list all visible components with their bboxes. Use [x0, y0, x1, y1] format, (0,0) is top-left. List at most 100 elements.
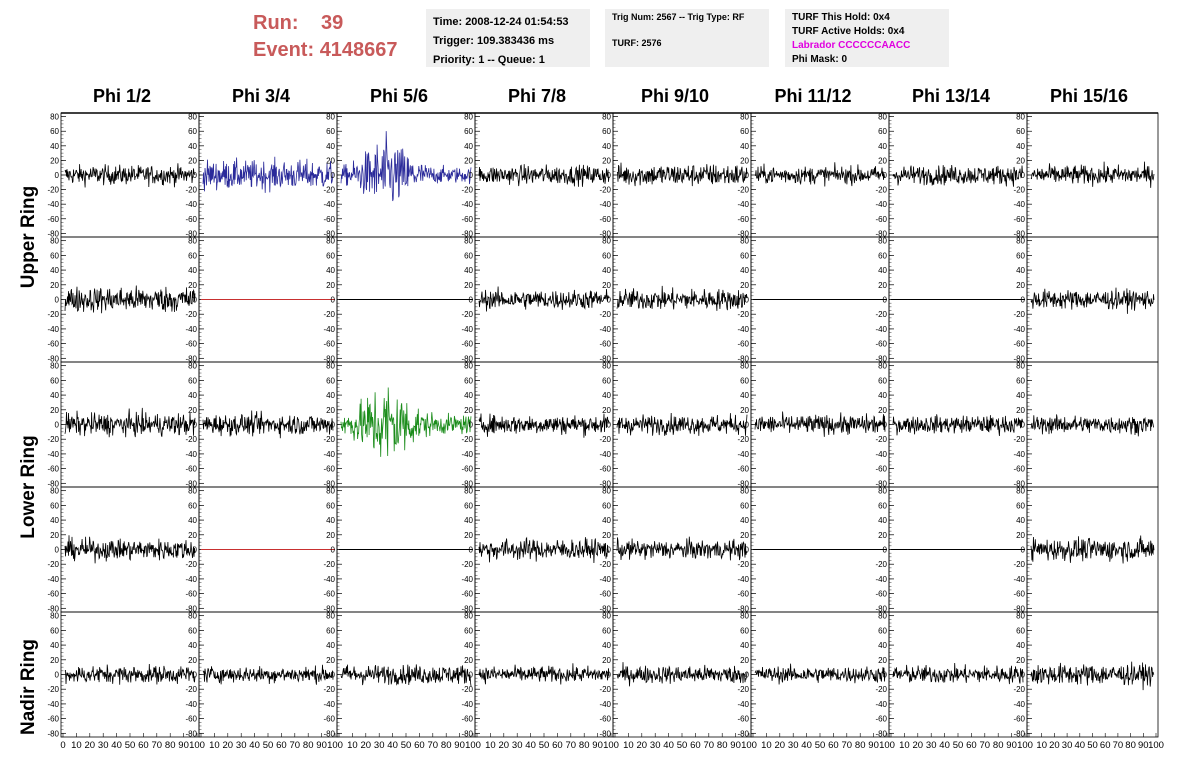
panel-r2-c7-ytick-label: 80 — [1016, 362, 1025, 371]
panel-r4-c0-ytick-label: 40 — [50, 641, 59, 650]
panel-r2-c2-ytick-label: -60 — [323, 465, 335, 474]
panel-r3-c1-ytick-label: -20 — [185, 560, 197, 569]
x-tick-label: 80 — [303, 740, 314, 751]
x-tick-label: 10 — [899, 740, 910, 751]
panel-r3-c5-ytick-label: -80 — [737, 604, 749, 613]
x-tick-label: 100 — [189, 740, 205, 751]
panel-r4-c6-trace — [892, 662, 1024, 685]
panel-r1-c5-ytick-label: -40 — [737, 325, 749, 334]
x-tick-label: 40 — [1075, 740, 1086, 751]
panel-r1-c6-ytick-label: 60 — [878, 251, 887, 260]
panel-r3-c4-ytick-label: 20 — [602, 531, 611, 540]
panel-r0-c6-ytick-label: -80 — [875, 229, 887, 238]
panel-r1-c5-ytick-label: 60 — [740, 251, 749, 260]
panel-r1-c0-ytick-label: 20 — [50, 281, 59, 290]
panel-r2-c7-ytick-label: -20 — [1013, 435, 1025, 444]
panel-r1-c4-ytick-label: 20 — [602, 281, 611, 290]
panel-r3-c3-ytick-label: 40 — [464, 516, 473, 525]
panel-r1-c2-ytick-label: -80 — [323, 354, 335, 363]
panel-r4-c1-ytick-label: -60 — [185, 715, 197, 724]
panel-r3-c6-ytick-label: 60 — [878, 501, 887, 510]
panel-r4-c4-ytick-label: 40 — [602, 641, 611, 650]
panel-r0-c3-ytick-label: 80 — [464, 113, 473, 122]
panel-r3-c6-ytick-label: 0 — [883, 546, 888, 555]
x-tick-label: 60 — [552, 740, 563, 751]
panel-r0-c1-trace — [202, 156, 334, 193]
panel-r4-c1-ytick-label: -20 — [185, 685, 197, 694]
panel-r1-c2-ytick-label: -20 — [323, 310, 335, 319]
panel-r3-c5-ytick-label: 60 — [740, 501, 749, 510]
panel-r1-c5-ytick-label: -80 — [737, 354, 749, 363]
x-tick-label: 100 — [603, 740, 619, 751]
x-tick-label: 20 — [1049, 740, 1060, 751]
x-tick-label: 70 — [842, 740, 853, 751]
panel-r4-c6-ytick-label: -80 — [875, 729, 887, 738]
panel-r3-c5-ytick-label: -20 — [737, 560, 749, 569]
panel-r4-c5-ytick-label: 80 — [740, 612, 749, 621]
panel-r3-c0-ytick-label: 80 — [50, 487, 59, 496]
panel-r0-c3-trace — [478, 164, 610, 187]
panel-r2-c5-ytick-label: 60 — [740, 376, 749, 385]
panel-r4-c7-ytick-label: 0 — [1021, 671, 1026, 680]
panel-r4-c4-ytick-label: 20 — [602, 656, 611, 665]
panel-r4-c3-ytick-label: -40 — [461, 700, 473, 709]
panel-r0-c5-ytick-label: -60 — [737, 215, 749, 224]
x-tick-label: 10 — [71, 740, 82, 751]
panel-r0-c0-ytick-label: -60 — [47, 215, 59, 224]
x-tick-label: 80 — [717, 740, 728, 751]
panel-r1-c3-ytick-label: 0 — [469, 296, 474, 305]
panel-r2-c1-ytick-label: 40 — [188, 391, 197, 400]
panel-r3-c1-ytick-label: 60 — [188, 501, 197, 510]
panel-r4-c4-ytick-label: -80 — [599, 729, 611, 738]
panel-r2-c0-ytick-label: -80 — [47, 479, 59, 488]
panel-r4-c1-ytick-label: 80 — [188, 612, 197, 621]
panel-r3-c4-ytick-label: 80 — [602, 487, 611, 496]
panel-r2-c1-ytick-label: 80 — [188, 362, 197, 371]
panel-r2-c4-ytick-label: -80 — [599, 479, 611, 488]
panel-r1-c5-ytick-label: 20 — [740, 281, 749, 290]
panel-r3-c6-ytick-label: 80 — [878, 487, 887, 496]
panel-r4-c3-ytick-label: 80 — [464, 612, 473, 621]
x-tick-label: 100 — [465, 740, 481, 751]
panel-r0-c7-ytick-label: -60 — [1013, 215, 1025, 224]
panel-r0-c5-ytick-label: -20 — [737, 186, 749, 195]
x-tick-label: 40 — [801, 740, 812, 751]
panel-r4-c7-ytick-label: -60 — [1013, 715, 1025, 724]
x-tick-label: 90 — [1006, 740, 1017, 751]
panel-r1-c7-ytick-label: 60 — [1016, 251, 1025, 260]
panel-r1-c0-ytick-label: -80 — [47, 354, 59, 363]
panel-r1-c6-ytick-label: 20 — [878, 281, 887, 290]
panel-r0-c2-ytick-label: 0 — [331, 171, 336, 180]
panel-r2-c3-ytick-label: 0 — [469, 421, 474, 430]
panel-r3-c3-ytick-label: -20 — [461, 560, 473, 569]
panel-r4-c0-ytick-label: 80 — [50, 612, 59, 621]
panel-r0-c0-ytick-label: 40 — [50, 142, 59, 151]
panel-r3-c4-ytick-label: -60 — [599, 590, 611, 599]
panel-r1-c6-ytick-label: 80 — [878, 237, 887, 246]
x-tick-label: 20 — [913, 740, 924, 751]
x-tick-label: 100 — [1017, 740, 1033, 751]
panel-r0-c2-ytick-label: 20 — [326, 156, 335, 165]
panel-r0-c5-ytick-label: 60 — [740, 127, 749, 136]
panel-r3-c4-ytick-label: 0 — [607, 546, 612, 555]
panel-r3-c5-ytick-label: -60 — [737, 590, 749, 599]
x-tick-label: 60 — [828, 740, 839, 751]
panel-r4-c3-ytick-label: 0 — [469, 671, 474, 680]
panel-r2-c1-ytick-label: 0 — [193, 421, 198, 430]
x-tick-label: 50 — [677, 740, 688, 751]
panel-r4-c2-ytick-label: 0 — [331, 671, 336, 680]
panel-r3-c0-ytick-label: 0 — [55, 546, 60, 555]
panel-r4-c2-ytick-label: 80 — [326, 612, 335, 621]
panel-r1-c6-ytick-label: -20 — [875, 310, 887, 319]
panel-r1-c1-ytick-label: 20 — [188, 281, 197, 290]
panel-r3-c1-ytick-label: 80 — [188, 487, 197, 496]
panel-r4-c4-ytick-label: 0 — [607, 671, 612, 680]
panel-r3-c2-ytick-label: 60 — [326, 501, 335, 510]
panel-r0-c4-trace — [616, 162, 748, 187]
panel-r4-c5-ytick-label: 40 — [740, 641, 749, 650]
panel-r0-c3-ytick-label: -80 — [461, 229, 473, 238]
phi-mask-text: Phi Mask: 0 — [792, 54, 848, 65]
panel-r3-c7-trace — [1030, 535, 1155, 564]
x-tick-label: 50 — [815, 740, 826, 751]
x-tick-label: 40 — [111, 740, 122, 751]
